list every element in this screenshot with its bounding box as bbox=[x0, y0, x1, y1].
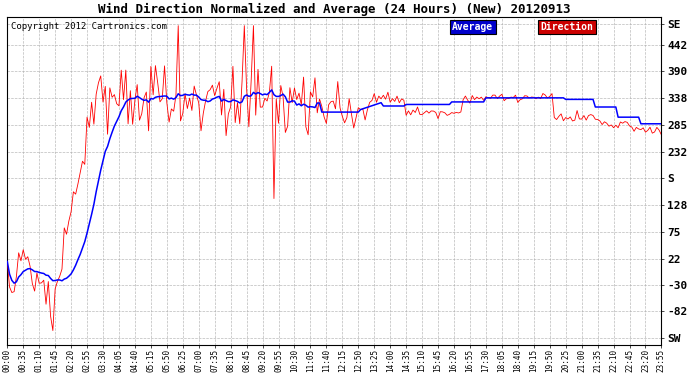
Text: Average: Average bbox=[452, 22, 493, 32]
Text: Direction: Direction bbox=[540, 22, 593, 32]
Text: Copyright 2012 Cartronics.com: Copyright 2012 Cartronics.com bbox=[10, 22, 166, 31]
Title: Wind Direction Normalized and Average (24 Hours) (New) 20120913: Wind Direction Normalized and Average (2… bbox=[98, 3, 571, 16]
